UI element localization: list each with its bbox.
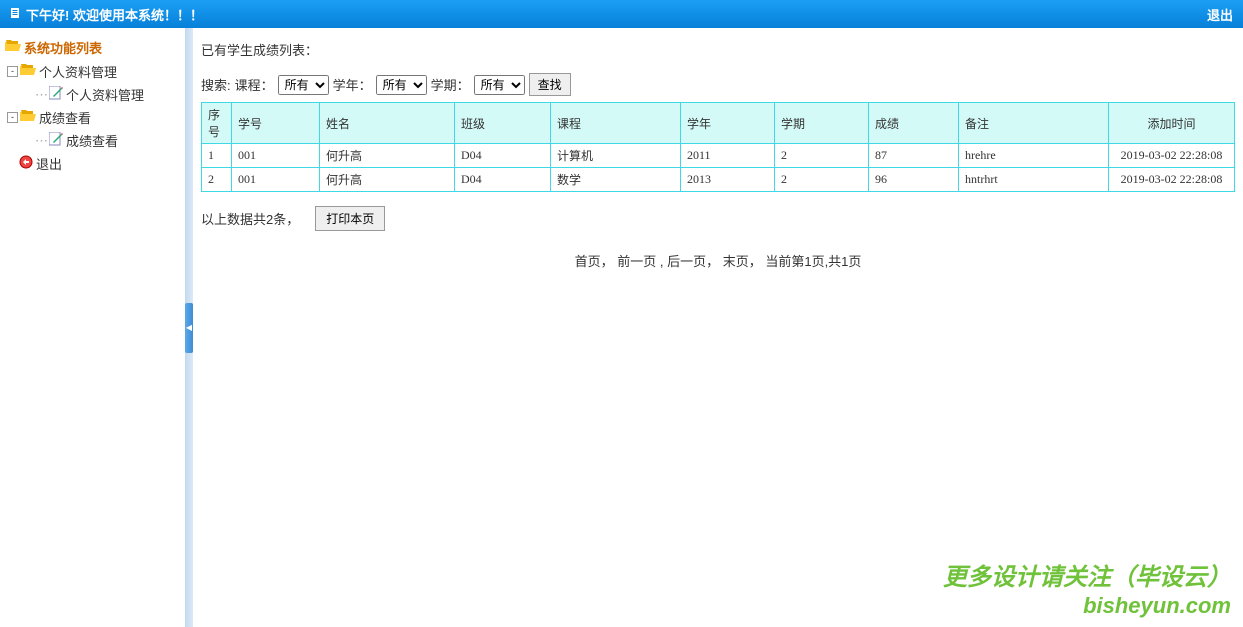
- table-cell: 数学: [551, 168, 681, 192]
- table-cell: 2: [775, 144, 869, 168]
- tree-line-icon: ⋯: [35, 133, 47, 149]
- table-cell: D04: [455, 168, 551, 192]
- table-cell: 96: [869, 168, 959, 192]
- summary-text: 以上数据共2条，: [201, 209, 299, 228]
- table-cell: 2011: [681, 144, 775, 168]
- logout-link[interactable]: 退出: [1207, 5, 1233, 24]
- chevron-left-icon: ◀: [186, 323, 192, 332]
- print-button[interactable]: 打印本页: [315, 206, 385, 231]
- doc-icon: [10, 7, 22, 22]
- table-cell: 001: [232, 144, 320, 168]
- collapse-icon[interactable]: -: [7, 66, 18, 77]
- table-cell: 何升高: [320, 168, 455, 192]
- tree-group-profile[interactable]: - 个人资料管理: [5, 62, 180, 81]
- main-panel: 已有学生成绩列表： 搜索: 课程： 所有 学年： 所有 学期： 所有 查找 序号…: [193, 28, 1243, 627]
- table-row: 2001何升高D04数学2013296hntrhrt2019-03-02 22:…: [202, 168, 1235, 192]
- year-select[interactable]: 所有: [376, 75, 427, 95]
- table-footer: 以上数据共2条， 打印本页: [201, 206, 1235, 231]
- list-title: 已有学生成绩列表：: [201, 40, 1235, 59]
- score-table: 序号学号姓名班级课程学年学期成绩备注添加时间 1001何升高D04计算机2011…: [201, 102, 1235, 192]
- table-cell: D04: [455, 144, 551, 168]
- folder-open-icon: [5, 40, 21, 55]
- table-cell: hntrhrt: [959, 168, 1109, 192]
- course-select[interactable]: 所有: [278, 75, 329, 95]
- table-row: 1001何升高D04计算机2011287hrehre2019-03-02 22:…: [202, 144, 1235, 168]
- folder-open-icon: [20, 110, 36, 125]
- tree-logout[interactable]: 退出: [5, 154, 180, 173]
- table-header: 姓名: [320, 103, 455, 144]
- table-header: 添加时间: [1109, 103, 1235, 144]
- edit-icon: [49, 132, 63, 149]
- tree-leaf-profile[interactable]: ⋯ 个人资料管理: [5, 85, 180, 104]
- tree-group-score[interactable]: - 成绩查看: [5, 108, 180, 127]
- logout-icon: [19, 155, 33, 172]
- table-header: 学期: [775, 103, 869, 144]
- tree-group-label: 成绩查看: [39, 108, 91, 127]
- pagination: 首页， 前一页 , 后一页， 末页， 当前第1页,共1页: [201, 251, 1235, 270]
- tree-root[interactable]: 系统功能列表: [5, 38, 180, 57]
- table-cell: 何升高: [320, 144, 455, 168]
- header-title: 下午好! 欢迎使用本系统！！！: [10, 5, 1207, 24]
- term-select[interactable]: 所有: [474, 75, 525, 95]
- table-cell: 001: [232, 168, 320, 192]
- top-header: 下午好! 欢迎使用本系统！！！ 退出: [0, 0, 1243, 28]
- edit-icon: [49, 86, 63, 103]
- table-header: 课程: [551, 103, 681, 144]
- search-bar: 搜索: 课程： 所有 学年： 所有 学期： 所有 查找: [201, 73, 1235, 96]
- sidebar: 系统功能列表 - 个人资料管理 ⋯ 个人资料管理 - 成绩查看 ⋯: [0, 28, 185, 627]
- table-cell: hrehre: [959, 144, 1109, 168]
- tree-logout-label: 退出: [36, 154, 62, 173]
- year-label: 学年：: [333, 75, 372, 94]
- tree-group-label: 个人资料管理: [39, 62, 117, 81]
- table-header: 备注: [959, 103, 1109, 144]
- page-next[interactable]: 后一页: [667, 254, 706, 269]
- watermark-url: bisheyun.com: [943, 593, 1231, 619]
- table-cell: 1: [202, 144, 232, 168]
- table-cell: 2019-03-02 22:28:08: [1109, 168, 1235, 192]
- table-header: 成绩: [869, 103, 959, 144]
- tree-leaf-label: 成绩查看: [66, 131, 118, 150]
- watermark-text: 更多设计请关注（毕设云）: [943, 564, 1231, 591]
- collapse-icon[interactable]: -: [7, 112, 18, 123]
- table-header: 学号: [232, 103, 320, 144]
- page-last[interactable]: 末页: [723, 254, 749, 269]
- tree-root-label: 系统功能列表: [24, 38, 102, 57]
- tree-line-icon: ⋯: [35, 87, 47, 103]
- page-prev[interactable]: 前一页: [617, 254, 656, 269]
- watermark: 更多设计请关注（毕设云） bisheyun.com: [943, 564, 1231, 619]
- main-container: 系统功能列表 - 个人资料管理 ⋯ 个人资料管理 - 成绩查看 ⋯: [0, 28, 1243, 627]
- page-first[interactable]: 首页: [575, 254, 601, 269]
- table-header: 学年: [681, 103, 775, 144]
- splitter-handle[interactable]: ◀: [185, 303, 193, 353]
- search-label: 搜索:: [201, 75, 231, 94]
- term-label: 学期：: [431, 75, 470, 94]
- course-label: 课程：: [235, 75, 274, 94]
- search-button[interactable]: 查找: [529, 73, 571, 96]
- table-header: 班级: [455, 103, 551, 144]
- table-cell: 2: [202, 168, 232, 192]
- page-status: 当前第1页,共1页: [765, 254, 861, 269]
- splitter[interactable]: ◀: [185, 28, 193, 627]
- folder-open-icon: [20, 64, 36, 79]
- table-cell: 2013: [681, 168, 775, 192]
- table-header: 序号: [202, 103, 232, 144]
- table-cell: 2019-03-02 22:28:08: [1109, 144, 1235, 168]
- table-cell: 2: [775, 168, 869, 192]
- tree-leaf-score[interactable]: ⋯ 成绩查看: [5, 131, 180, 150]
- greeting-text: 下午好! 欢迎使用本系统！！！: [26, 5, 203, 24]
- tree-leaf-label: 个人资料管理: [66, 85, 144, 104]
- table-cell: 87: [869, 144, 959, 168]
- table-cell: 计算机: [551, 144, 681, 168]
